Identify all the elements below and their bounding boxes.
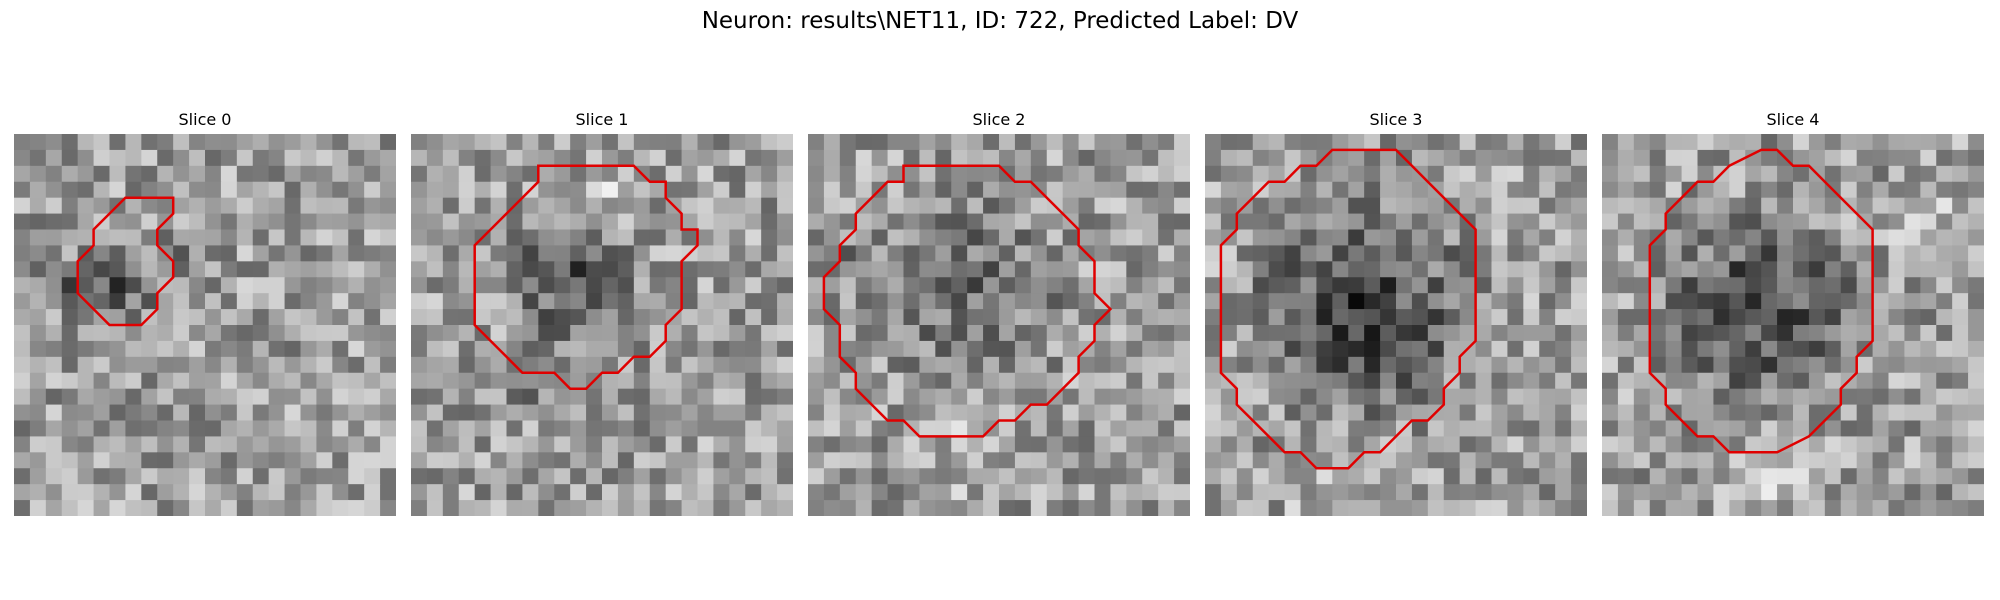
slice-image-0 — [14, 134, 396, 516]
slice-image-2 — [808, 134, 1190, 516]
slice-panel-2: Slice 2 — [808, 110, 1190, 516]
slice-title-0: Slice 0 — [178, 110, 232, 129]
slice-title-3: Slice 3 — [1369, 110, 1423, 129]
neuron-contour-3 — [1219, 148, 1477, 470]
slice-panel-1: Slice 1 — [411, 110, 793, 516]
pixel-grid — [1602, 134, 1984, 516]
pixel-grid — [411, 134, 793, 516]
slice-image-3 — [1205, 134, 1587, 516]
pixel-grid — [808, 134, 1190, 516]
pixel-grid — [14, 134, 396, 516]
slice-image-4 — [1602, 134, 1984, 516]
slice-title-2: Slice 2 — [972, 110, 1026, 129]
neuron-contour-0 — [76, 196, 175, 327]
slice-panel-3: Slice 3 — [1205, 110, 1587, 516]
figure-title: Neuron: results\NET11, ID: 722, Predicte… — [701, 8, 1299, 34]
slice-image-1 — [411, 134, 793, 516]
slice-panel-0: Slice 0 — [14, 110, 396, 516]
slice-title-1: Slice 1 — [575, 110, 629, 129]
slice-title-4: Slice 4 — [1766, 110, 1820, 129]
neuron-contour-2 — [822, 164, 1113, 438]
slice-panel-4: Slice 4 — [1602, 110, 1984, 516]
neuron-contour-4 — [1648, 148, 1874, 454]
pixel-grid — [1205, 134, 1587, 516]
neuron-contour-1 — [473, 164, 699, 390]
